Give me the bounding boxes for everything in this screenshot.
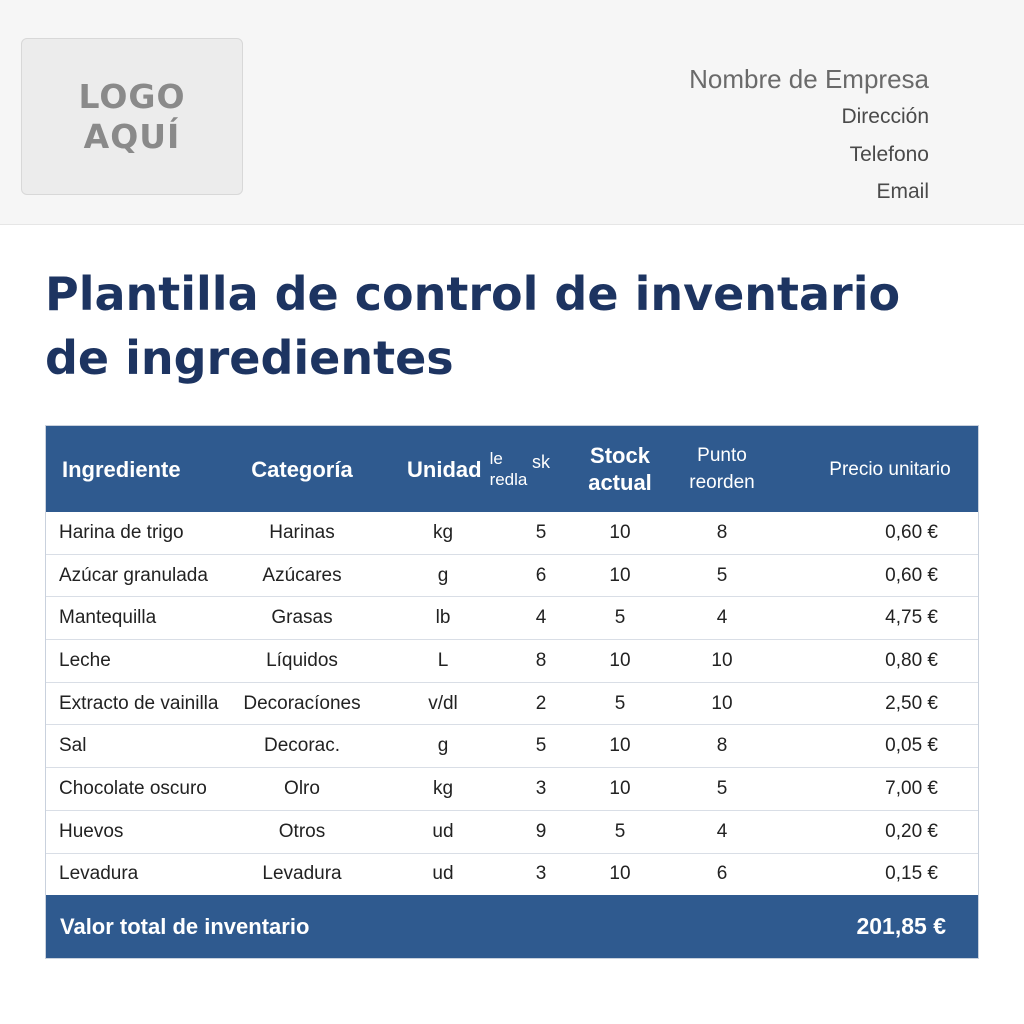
cell-extra: 5 (535, 521, 547, 543)
cell-extra: 5 (535, 735, 547, 757)
logo-line-1: LOGO (78, 76, 186, 116)
cell-stock: 10 (609, 521, 631, 543)
cell-extra: 3 (535, 777, 547, 799)
cell-extra: 3 (535, 863, 547, 885)
cell-unit: L (437, 649, 449, 671)
company-address: Dirección (841, 105, 929, 128)
header-reorder: Punto reorden (689, 445, 755, 493)
company-name: Nombre de Empresa (689, 64, 929, 94)
total-label: Valor total de inventario (60, 913, 310, 939)
cell-price: 0,20 € (885, 820, 938, 842)
table-row: Sal Decorac. g 5 10 8 0,05 € (46, 725, 978, 769)
cell-extra: 9 (535, 820, 547, 842)
cell-stock: 10 (609, 735, 631, 757)
cell-reorder: 6 (716, 863, 728, 885)
table-body: Harina de trigo Harinas kg 5 10 8 0,60 € Azúcar… (46, 512, 978, 896)
header-price: Precio unitario (829, 458, 951, 480)
cell-reorder: 8 (716, 521, 728, 543)
cell-unit: g (437, 735, 449, 757)
cell-price: 2,50 € (885, 692, 938, 714)
cell-ingredient: Chocolate oscuro (59, 777, 207, 799)
cell-unit: ud (432, 863, 454, 885)
cell-unit: g (437, 564, 449, 586)
cell-ingredient: Mantequilla (59, 607, 157, 629)
header-category: Categoría (251, 456, 353, 482)
cell-price: 7,00 € (885, 777, 938, 799)
table-footer: Valor total de inventario 201,85 € (46, 895, 978, 959)
cell-reorder: 5 (716, 564, 728, 586)
cell-stock: 5 (614, 820, 626, 842)
cell-category: Grasas (271, 607, 333, 629)
header-extra: sk (532, 452, 550, 472)
cell-category: Decorac. (263, 735, 341, 757)
total-value: 201,85 € (856, 913, 946, 940)
cell-stock: 5 (614, 692, 626, 714)
cell-extra: 4 (535, 607, 547, 629)
cell-ingredient: Azúcar granulada (59, 564, 208, 586)
cell-stock: 10 (609, 863, 631, 885)
cell-category: Levadura (262, 863, 342, 885)
table-row: Extracto de vainilla Decoracíones v/dl 2 5 10… (46, 682, 978, 726)
cell-ingredient: Extracto de vainilla (59, 692, 219, 714)
cell-stock: 10 (609, 649, 631, 671)
cell-price: 0,60 € (885, 521, 938, 543)
cell-extra: 2 (535, 692, 547, 714)
header-unit: Unidad (407, 456, 482, 482)
cell-ingredient: Harina de trigo (59, 521, 184, 543)
cell-price: 4,75 € (885, 607, 938, 629)
table-row: Leche Líquidos L 8 10 10 0,80 € (46, 640, 978, 683)
logo-line-2: AQUÍ (83, 116, 181, 156)
cell-unit: ud (432, 820, 454, 842)
cell-category: Otros (278, 820, 326, 842)
cell-reorder: 10 (711, 692, 733, 714)
cell-ingredient: Sal (59, 735, 87, 757)
company-email: Email (876, 180, 929, 203)
company-phone: Telefono (849, 142, 929, 166)
cell-ingredient: Huevos (59, 820, 124, 842)
cell-price: 0,80 € (885, 649, 938, 671)
header-unit-group: Unidad le redla (372, 448, 527, 490)
company-info: Nombre de Empresa Dirección Telefono Ema… (689, 60, 929, 211)
cell-reorder: 5 (716, 777, 728, 799)
cell-stock: 10 (609, 564, 631, 586)
cell-category: Olro (284, 777, 320, 799)
cell-extra: 8 (535, 649, 547, 671)
cell-category: Harinas (269, 521, 335, 543)
cell-price: 0,60 € (885, 564, 938, 586)
table-row: Huevos Otros ud 9 5 4 0,20 € (46, 810, 978, 854)
cell-price: 0,15 € (885, 863, 938, 885)
cell-unit: v/dl (428, 692, 458, 714)
header-unit-sub: le redla (489, 449, 528, 489)
inventory-table: Ingrediente Categoría Unidad le redla sk… (45, 425, 979, 960)
table-row: Harina de trigo Harinas kg 5 10 8 0,60 € (46, 512, 978, 555)
cell-ingredient: Levadura (59, 863, 139, 885)
cell-reorder: 10 (711, 649, 733, 671)
cell-stock: 5 (614, 607, 626, 629)
logo-placeholder: LOGO AQUÍ (21, 38, 243, 195)
cell-unit: kg (432, 521, 454, 543)
cell-reorder: 8 (716, 735, 728, 757)
cell-unit: kg (432, 777, 454, 799)
cell-reorder: 4 (716, 820, 728, 842)
cell-extra: 6 (535, 564, 547, 586)
cell-reorder: 4 (716, 607, 728, 629)
cell-category: Decoracíones (243, 692, 361, 714)
header-stock: Stock actual (588, 443, 652, 495)
table-row: Azúcar granulada Azúcares g 6 10 5 0,60 € (46, 554, 978, 598)
table-row: Mantequilla Grasas lb 4 5 4 4,75 € (46, 597, 978, 641)
cell-ingredient: Leche (59, 649, 111, 671)
letterhead: LOGO AQUÍ Nombre de Empresa Dirección Te… (0, 0, 1024, 225)
cell-stock: 10 (609, 777, 631, 799)
cell-category: Líquidos (266, 649, 338, 671)
table-row: Chocolate oscuro Olro kg 3 10 5 7,00 € (46, 768, 978, 811)
cell-unit: lb (435, 607, 451, 629)
header-ingredient: Ingrediente (62, 456, 181, 482)
table-header-row: Ingrediente Categoría Unidad le redla sk… (46, 426, 978, 512)
cell-category: Azúcares (262, 564, 342, 586)
cell-price: 0,05 € (885, 735, 938, 757)
table-row: Levadura Levadura ud 3 10 6 0,15 € (46, 853, 978, 896)
page-title: Plantilla de control de inventario de in… (45, 267, 901, 385)
